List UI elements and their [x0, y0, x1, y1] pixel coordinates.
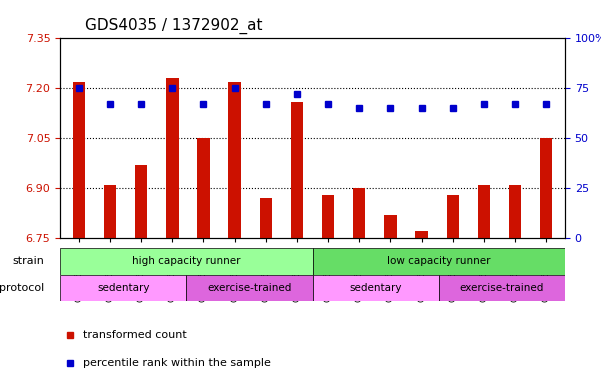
- Text: strain: strain: [13, 256, 44, 266]
- FancyBboxPatch shape: [186, 275, 313, 301]
- Bar: [73, 82, 85, 238]
- Bar: [509, 185, 521, 238]
- Text: low capacity runner: low capacity runner: [387, 256, 490, 266]
- Bar: [447, 195, 459, 238]
- FancyBboxPatch shape: [313, 248, 565, 275]
- Text: protocol: protocol: [0, 283, 44, 293]
- FancyBboxPatch shape: [439, 275, 565, 301]
- Bar: [353, 188, 365, 238]
- Text: exercise-trained: exercise-trained: [460, 283, 544, 293]
- Bar: [228, 82, 241, 238]
- Bar: [197, 138, 210, 238]
- Text: sedentary: sedentary: [349, 283, 402, 293]
- Bar: [291, 102, 303, 238]
- FancyBboxPatch shape: [60, 275, 186, 301]
- Bar: [540, 138, 552, 238]
- Bar: [384, 215, 397, 238]
- Bar: [104, 185, 116, 238]
- Text: sedentary: sedentary: [97, 283, 150, 293]
- Bar: [166, 78, 178, 238]
- FancyBboxPatch shape: [313, 275, 439, 301]
- FancyBboxPatch shape: [60, 248, 313, 275]
- Bar: [135, 165, 147, 238]
- Text: high capacity runner: high capacity runner: [132, 256, 240, 266]
- Text: exercise-trained: exercise-trained: [207, 283, 291, 293]
- Bar: [322, 195, 334, 238]
- Text: percentile rank within the sample: percentile rank within the sample: [83, 358, 270, 368]
- Bar: [260, 198, 272, 238]
- Bar: [478, 185, 490, 238]
- Text: transformed count: transformed count: [83, 330, 186, 340]
- Bar: [415, 232, 428, 238]
- Text: GDS4035 / 1372902_at: GDS4035 / 1372902_at: [85, 18, 263, 34]
